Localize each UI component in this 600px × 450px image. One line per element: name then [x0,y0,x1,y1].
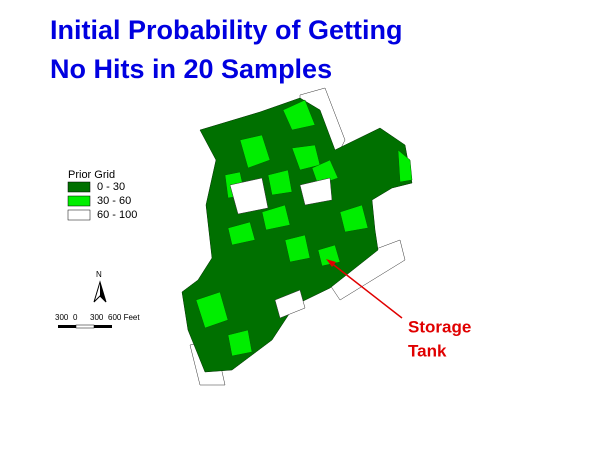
parcel [261,204,291,231]
scale-label: 0 [73,313,78,322]
annotation: Tank [408,341,447,360]
legend-title: Prior Grid [68,169,115,181]
annotation-arrow [329,261,403,319]
legend-label: 0 - 30 [97,181,125,193]
title-line: No Hits in 20 Samples [50,54,332,84]
parcel [311,159,339,186]
parcel [299,177,333,206]
annotation: Storage [408,317,471,336]
north-arrow [93,280,107,303]
scale-label: 600 Feet [108,313,140,322]
legend-swatch [67,195,91,207]
parcel [229,177,269,215]
scale-label: 300 [55,313,69,322]
parcel [227,221,256,246]
scale-label: 300 [90,313,104,322]
scale-bar [58,324,112,329]
region [181,97,413,373]
parcel [339,204,369,233]
north-label: N [96,270,102,279]
legend: 0 - 30 30 - 60 60 - 100 [67,181,137,221]
parcel [267,169,293,196]
legend-swatch [67,209,91,221]
map [181,87,413,386]
parcel [397,149,413,183]
parcel [239,134,271,169]
arrow-head [326,259,336,267]
parcel [284,234,311,263]
parcel [227,329,253,357]
legend-swatch [67,181,91,193]
legend-label: 60 - 100 [97,209,137,221]
parcel [282,99,316,131]
parcel [274,289,306,319]
parcel [317,244,341,267]
title-line: Initial Probability of Getting [50,15,403,45]
parcel [195,291,229,329]
legend-label: 30 - 60 [97,195,131,207]
